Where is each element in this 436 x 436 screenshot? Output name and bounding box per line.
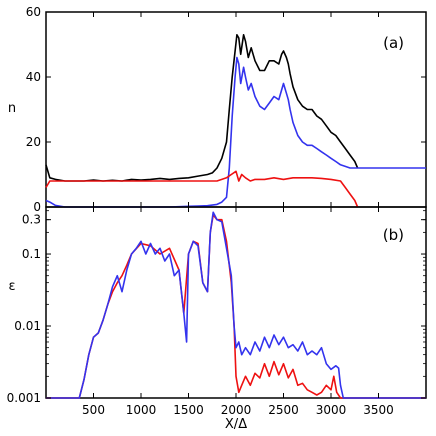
- panel-b-y-axis-label: ε: [8, 279, 15, 294]
- panel-a-y-axis-label: n: [8, 101, 16, 116]
- panel-a-y-tick-label: 40: [26, 70, 41, 84]
- panel-b-series-line-2: [46, 211, 426, 399]
- x-tick-label: 1000: [126, 403, 157, 417]
- panel-b-y-tick-label: 0.01: [14, 319, 41, 333]
- panel-a-series-line-3: [45, 170, 359, 208]
- panel-a-series-line-1: [45, 33, 359, 182]
- panel-a: 0 20 40 60 n (a): [8, 5, 427, 214]
- panel-b-series-line-1: [46, 214, 426, 399]
- panel-b-y-tick-label: 0.1: [22, 247, 41, 261]
- x-tick-label: 1500: [173, 403, 204, 417]
- x-tick-label: 500: [82, 403, 105, 417]
- x-tick-label: 3500: [363, 403, 394, 417]
- x-tick-label: 2500: [268, 403, 299, 417]
- panel-a-y-tick-label: 0: [33, 200, 41, 214]
- panel-b: 0.001 0.01 0.1 0.3 500 1000 1500 2000 2500 3000 35…: [7, 206, 427, 432]
- panel-a-y-tick-label: 60: [26, 5, 41, 19]
- panel-a-series-line-2: [45, 56, 426, 208]
- panel-b-tag: (b): [383, 226, 404, 244]
- panel-b-y-tick-label: 0.3: [22, 213, 41, 227]
- x-tick-label: 2000: [221, 403, 252, 417]
- panel-a-y-tick-label: 20: [26, 135, 41, 149]
- x-axis-label: X/Δ: [225, 417, 247, 432]
- panel-a-tag: (a): [383, 34, 404, 52]
- x-tick-label: 3000: [316, 403, 347, 417]
- panel-b-y-tick-label: 0.001: [7, 391, 41, 405]
